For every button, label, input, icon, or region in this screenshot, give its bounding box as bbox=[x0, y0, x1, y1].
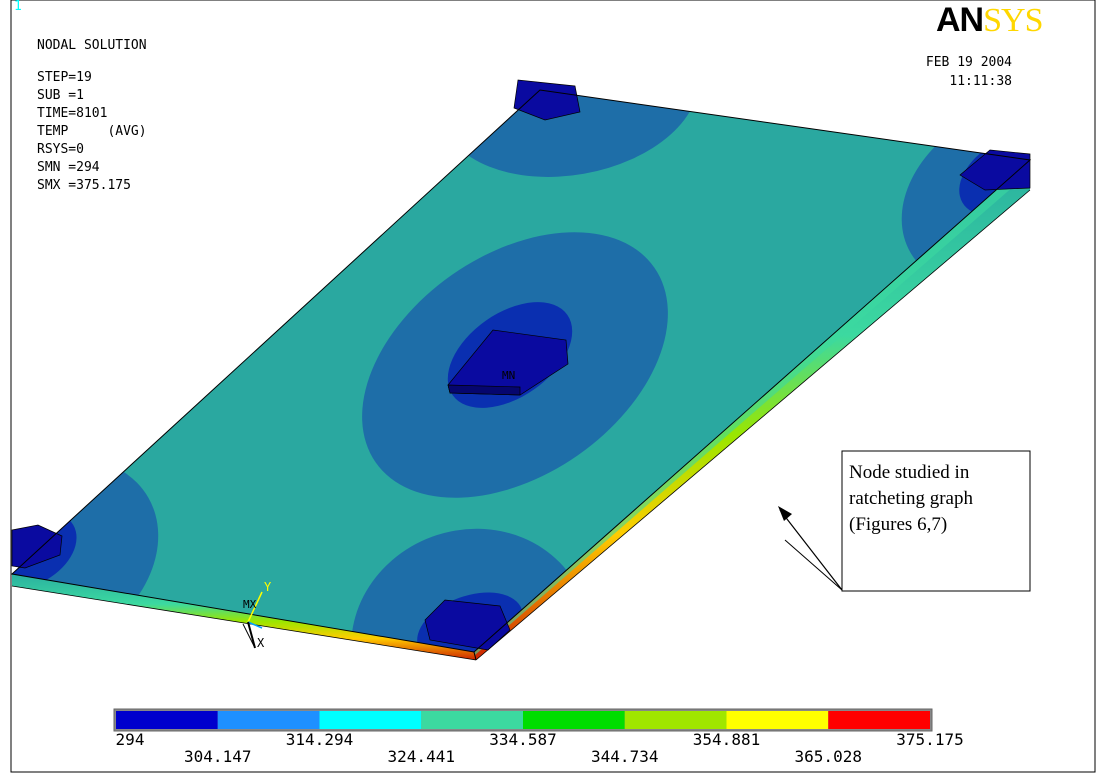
legend-swatch-7 bbox=[828, 711, 930, 729]
plot-time: 11:11:38 bbox=[949, 74, 1012, 89]
legend-label-0: 294 bbox=[115, 730, 145, 749]
plot-title: NODAL SOLUTION bbox=[37, 38, 147, 53]
header-line-time: TIME=8101 bbox=[37, 106, 108, 121]
axis-y-label: Y bbox=[264, 580, 272, 594]
annotation-box bbox=[841, 450, 1031, 592]
annotation-line-3: (Figures 6,7) bbox=[849, 514, 948, 535]
legend-label-8: 375.175 bbox=[896, 730, 964, 749]
window-frame bbox=[10, 0, 1096, 773]
plate-front-edge bbox=[12, 574, 476, 660]
legend-label-7: 365.028 bbox=[794, 747, 862, 766]
header-line-step: STEP=19 bbox=[37, 70, 92, 85]
support-blocks bbox=[11, 79, 1031, 651]
legend-swatch-3 bbox=[421, 711, 523, 729]
legend-swatch-4 bbox=[523, 711, 625, 729]
header-line-sub: SUB =1 bbox=[37, 88, 84, 103]
legend-label-1: 304.147 bbox=[184, 747, 252, 766]
max-marker-label: MX bbox=[243, 598, 257, 611]
header-line-temp: TEMP (AVG) bbox=[37, 124, 147, 139]
plot-date: FEB 19 2004 bbox=[925, 55, 1012, 70]
min-marker-label: MN bbox=[502, 369, 516, 382]
ansys-logo: ANSYS bbox=[936, 1, 1043, 39]
header-line-smn: SMN =294 bbox=[37, 160, 100, 175]
support-bottom bbox=[424, 599, 511, 651]
legend-label-3: 324.441 bbox=[387, 747, 455, 766]
legend-label-5: 344.734 bbox=[591, 747, 659, 766]
support-top bbox=[513, 79, 581, 121]
legend-label-4: 334.587 bbox=[489, 730, 557, 749]
legend-swatch-2 bbox=[319, 711, 422, 729]
annotation-line-1: Node studied in bbox=[849, 462, 970, 483]
annotation-line-2: ratcheting graph bbox=[849, 488, 973, 509]
header-line-smx: SMX =375.175 bbox=[37, 178, 131, 193]
axis-x-label: X bbox=[257, 636, 265, 650]
legend-label-6: 354.881 bbox=[692, 730, 761, 749]
legend-swatch-0 bbox=[116, 711, 218, 729]
header-line-rsys: RSYS=0 bbox=[37, 142, 84, 157]
annotation-leader bbox=[784, 539, 843, 591]
legend-swatch-1 bbox=[217, 711, 320, 729]
support-left bbox=[11, 524, 63, 569]
support-right bbox=[959, 149, 1031, 191]
coordinate-triad bbox=[242, 591, 263, 649]
window-number: 1 bbox=[14, 0, 22, 14]
ansys-logo-part2: SYS bbox=[983, 2, 1043, 39]
legend-swatch-6 bbox=[726, 711, 829, 729]
legend-swatch-5 bbox=[624, 711, 727, 729]
legend-label-2: 314.294 bbox=[285, 730, 354, 749]
legend-color-bar bbox=[116, 711, 930, 729]
ansys-logo-part1: AN bbox=[936, 1, 984, 39]
plate-outline bbox=[10, 89, 1032, 653]
